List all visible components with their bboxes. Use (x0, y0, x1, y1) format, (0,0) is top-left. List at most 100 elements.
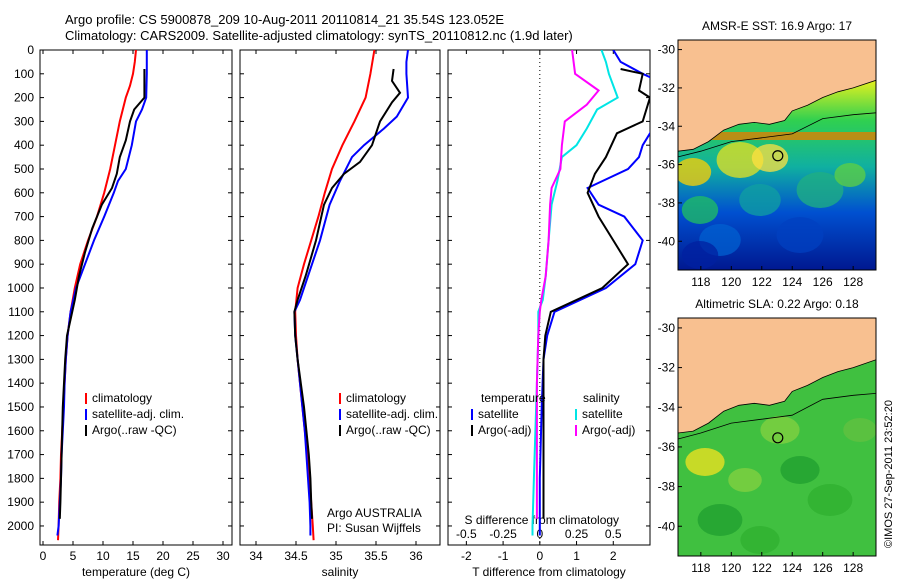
y-tick-label: 200 (14, 91, 34, 105)
y-tick-label: 500 (14, 162, 34, 176)
x-tick-label: 25 (186, 549, 200, 563)
y-tick-label: 1800 (7, 471, 34, 485)
diff-temperature-legend-label: satellite (478, 407, 519, 421)
map-y-tick-label: -32 (658, 81, 676, 95)
diff-salinity-legend-label: satellite (582, 407, 623, 421)
difference-xlabel: T difference from climatology (472, 565, 626, 579)
salinity-axes-box (239, 49, 441, 546)
x-tick-label: 0 (536, 549, 543, 563)
sla-patch (760, 416, 800, 444)
pi-label: PI: Susan Wijffels (327, 521, 421, 535)
shelf-contour (678, 393, 876, 440)
provider-label: Argo AUSTRALIA (327, 506, 422, 520)
series-line-Argo(-adj) (542, 68, 650, 519)
salinity-xlabel: salinity (322, 565, 359, 579)
sla-patch (807, 484, 853, 516)
y-tick-label: 800 (14, 233, 34, 247)
y-tick-label: 1400 (7, 376, 34, 390)
map-x-tick-label: 128 (843, 561, 863, 575)
temperature-legend-label: satellite-adj. clim. (92, 407, 184, 421)
series-line-satellite-adj. clim. (293, 50, 410, 536)
diff-temperature-legend-label: Argo(-adj) (478, 423, 531, 437)
map-y-tick-label: -40 (658, 519, 676, 533)
salinity-tick-label: -0.5 (456, 527, 477, 541)
header-line-1: Argo profile: CS 5900878_209 10-Aug-2011… (65, 12, 504, 27)
y-tick-label: 1600 (7, 424, 34, 438)
sla_map-title: Altimetric SLA: 0.22 Argo: 0.18 (695, 297, 859, 311)
map-y-tick-label: -30 (658, 43, 676, 57)
map-y-tick-label: -36 (658, 440, 676, 454)
sla-patch (697, 504, 743, 536)
sst-patch (776, 217, 824, 253)
salinity-tick-label: 0.5 (605, 527, 622, 541)
salinity-legend-label: Argo(..raw -QC) (346, 423, 431, 437)
map-y-tick-label: -40 (658, 234, 676, 248)
y-tick-label: 900 (14, 257, 34, 271)
land (678, 40, 876, 152)
sla-patch (843, 418, 876, 442)
x-tick-label: 0 (40, 549, 47, 563)
x-tick-label: -1 (498, 549, 509, 563)
series-line-Argo(..raw -QC) (58, 69, 146, 519)
y-tick-label: 2000 (7, 519, 34, 533)
shelf-contour (678, 112, 876, 158)
x-tick-label: 2 (610, 549, 617, 563)
sst-patch (716, 142, 764, 178)
y-tick-label: 600 (14, 186, 34, 200)
sst_map-axes-box (677, 39, 877, 271)
y-tick-label: 1700 (7, 448, 34, 462)
map-y-tick-label: -34 (658, 119, 676, 133)
map-x-tick-label: 118 (691, 561, 710, 575)
map-x-tick-label: 122 (752, 561, 772, 575)
map-y-tick-label: -34 (658, 400, 676, 414)
y-tick-label: 1000 (7, 281, 34, 295)
sst_map-field (678, 40, 876, 270)
temperature-legend-label: climatology (92, 391, 152, 405)
map-x-tick-label: 126 (813, 561, 833, 575)
sst-patch (834, 163, 866, 187)
salinity-axis-label: S difference from climatology (465, 513, 620, 527)
x-tick-label: 10 (96, 549, 110, 563)
y-tick-label: 1500 (7, 400, 34, 414)
map-x-tick-label: 120 (721, 275, 741, 289)
map-x-tick-label: 128 (843, 275, 863, 289)
argo-position-marker (772, 150, 784, 162)
salinity-tick-label: 0.25 (565, 527, 589, 541)
temperature-axes-box (39, 49, 233, 546)
diff-legend-temperature-title: temperature (481, 391, 546, 405)
x-tick-label: -2 (461, 549, 472, 563)
map-x-tick-label: 124 (782, 275, 802, 289)
sst-patch (739, 184, 781, 216)
sla-patch (685, 448, 725, 476)
y-tick-label: 1900 (7, 495, 34, 509)
land (678, 318, 876, 434)
diff-salinity-legend-label: Argo(-adj) (582, 423, 635, 437)
x-tick-label: 35.5 (364, 549, 388, 563)
x-tick-label: 1 (573, 549, 580, 563)
diff-legend-salinity-title: salinity (583, 391, 620, 405)
y-tick-label: 1100 (8, 305, 34, 319)
header-line-2: Climatology: CARS2009. Satellite-adjuste… (65, 28, 573, 43)
temperature-legend-label: Argo(..raw -QC) (92, 423, 177, 437)
sla_map-axes-box (677, 317, 877, 557)
series-line-Argo(-adj) (535, 50, 601, 519)
x-tick-label: 20 (156, 549, 170, 563)
map-x-tick-label: 120 (721, 561, 741, 575)
y-tick-label: 400 (14, 138, 34, 152)
x-tick-label: 30 (216, 549, 230, 563)
argo-position-marker (772, 432, 784, 444)
x-tick-label: 34.5 (284, 549, 308, 563)
sst_map-title: AMSR-E SST: 16.9 Argo: 17 (702, 19, 852, 33)
series-line-climatology (294, 50, 376, 541)
map-y-tick-label: -36 (658, 158, 676, 172)
map-y-tick-label: -32 (658, 361, 676, 375)
x-tick-label: 5 (70, 549, 77, 563)
map-x-tick-label: 124 (782, 561, 802, 575)
x-tick-label: 15 (126, 549, 140, 563)
map-x-tick-label: 126 (813, 275, 833, 289)
sla_map-field (678, 318, 876, 556)
sst-patch (681, 196, 719, 224)
sla-patch (740, 526, 780, 554)
sla-patch (728, 468, 762, 492)
